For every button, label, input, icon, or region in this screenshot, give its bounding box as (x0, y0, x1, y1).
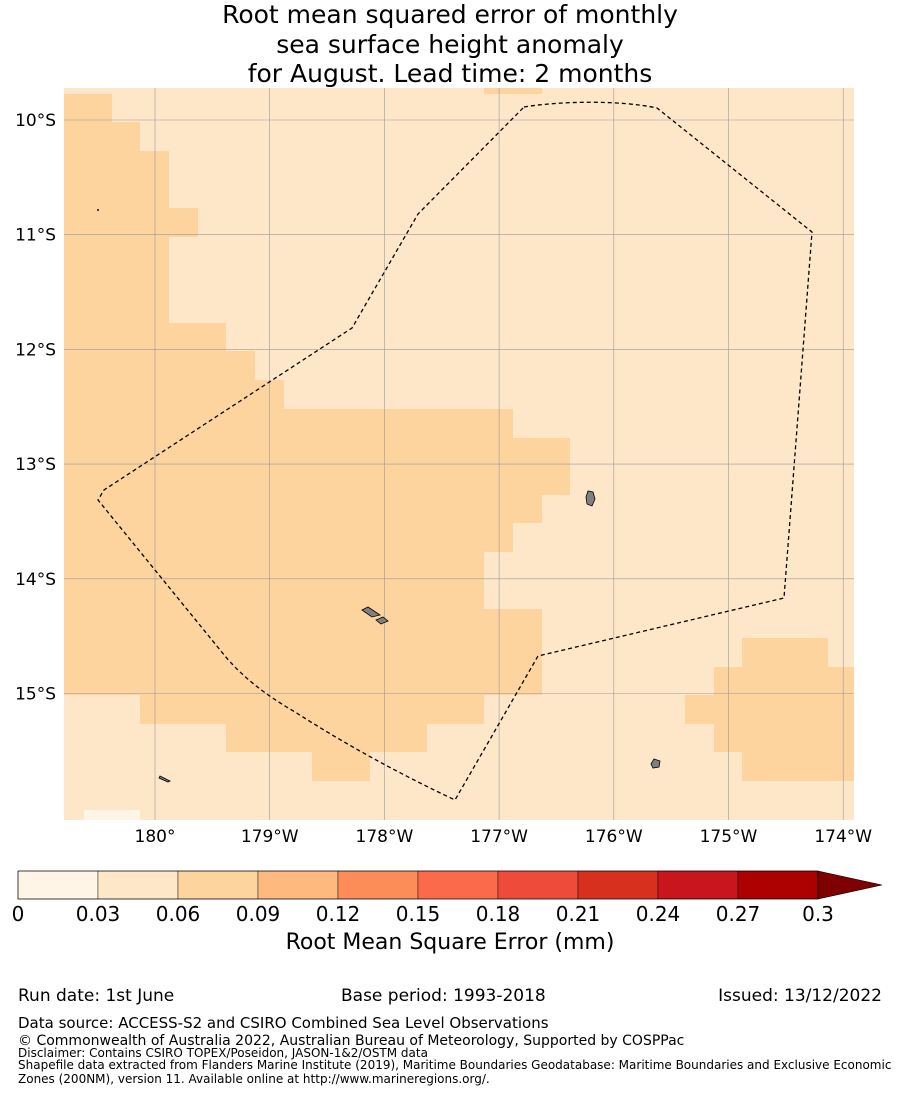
title-line-2: sea surface height anomaly (276, 29, 624, 59)
rmse-map: 180° 179°W 178°W 177°W 176°W 175°W 174°W 10°S1… (15, 88, 873, 847)
colorbar-extend-arrow (817, 870, 883, 900)
run-date: Run date: 1st June (18, 986, 175, 1006)
land-islet-central (375, 616, 389, 625)
field-band-0.06-0.09-north (484, 88, 542, 94)
field-band-0.06-0.09-southeast (685, 638, 854, 781)
colorbar-tick-label: 0.09 (236, 902, 281, 926)
colorbar-label: Root Mean Square Error (mm) (285, 930, 615, 955)
latitude-label: 12°S (15, 340, 56, 360)
latitude-labels: 10°S 11°S 12°S 13°S 14°S 15°S (15, 111, 56, 705)
issued-date: Issued: 13/12/2022 (718, 986, 882, 1006)
map-title: Root mean squared error of monthly sea s… (0, 0, 900, 89)
land-island-central (361, 606, 381, 618)
latitude-label: 14°S (15, 570, 56, 590)
colorbar-tick-labels: 0 0.03 0.06 0.09 0.12 0.15 0.18 0.21 0.24 0.27 0.3 (12, 902, 834, 926)
data-source: Data source: ACCESS-S2 and CSIRO Combine… (18, 1014, 549, 1032)
colorbar-tick-label: 0.3 (802, 902, 834, 926)
latitude-label: 13°S (15, 455, 56, 475)
colorbar-tick-label: 0.21 (556, 902, 601, 926)
shapefile-credit-line-1: Shapefile data extracted from Flanders M… (18, 1058, 892, 1072)
field-band-0-0.03 (84, 810, 140, 820)
colorbar-cell (417, 870, 499, 900)
colorbar-cell (577, 870, 659, 900)
colorbar-cell (497, 870, 579, 900)
field-band-0.06-0.09-west (64, 94, 570, 781)
title-line-1: Root mean squared error of monthly (222, 0, 678, 29)
colorbar: 0 0.03 0.06 0.09 0.12 0.15 0.18 0.21 0.24 0.27 0.3 (12, 870, 883, 926)
colorbar-tick-label: 0.06 (156, 902, 201, 926)
longitude-label: 174°W (814, 827, 872, 847)
eez-boundary-line (97, 101, 813, 801)
longitude-label: 175°W (700, 827, 758, 847)
copyright: © Commonwealth of Australia 2022, Austra… (18, 1033, 685, 1049)
colorbar-outline (17, 870, 819, 900)
colorbar-cell (337, 870, 419, 900)
colorbar-cell (257, 870, 339, 900)
colorbar-tick-label: 0.27 (716, 902, 761, 926)
colorbar-tick-label: 0 (12, 902, 25, 926)
land-island-southeast (650, 758, 661, 769)
shapefile-credit-line-2: Zones (200NM), version 11. Available onl… (18, 1072, 490, 1086)
colorbar-tick-label: 0.03 (76, 902, 121, 926)
colorbar-tick-label: 0.12 (316, 902, 361, 926)
land-masses (97, 209, 661, 783)
colorbar-tick-label: 0.18 (476, 902, 521, 926)
rmse-field (64, 88, 854, 820)
latitude-label: 10°S (15, 111, 56, 131)
land-island-northeast (585, 490, 596, 507)
longitude-labels: 180° 179°W 178°W 177°W 176°W 175°W 174°W (135, 827, 873, 847)
colorbar-cell (657, 870, 739, 900)
title-line-3: for August. Lead time: 2 months (247, 59, 653, 88)
longitude-label: 180° (135, 827, 176, 847)
longitude-label: 176°W (585, 827, 643, 847)
latitude-label: 15°S (15, 685, 56, 705)
colorbar-tick-label: 0.24 (636, 902, 681, 926)
longitude-label: 179°W (241, 827, 299, 847)
land-islet-northwest (97, 209, 99, 211)
colorbar-cell (97, 870, 179, 900)
colorbar-cell (17, 870, 99, 900)
land-islet-southwest (158, 775, 171, 783)
colorbar-cell (737, 870, 819, 900)
colorbar-tick-label: 0.15 (396, 902, 441, 926)
eez-boundary (97, 101, 813, 801)
base-period: Base period: 1993-2018 (341, 986, 546, 1006)
longitude-label: 177°W (470, 827, 528, 847)
colorbar-cells (17, 870, 819, 900)
latitude-label: 11°S (15, 226, 56, 246)
longitude-label: 178°W (356, 827, 414, 847)
colorbar-cell (177, 870, 259, 900)
disclaimer: Disclaimer: Contains CSIRO TOPEX/Poseido… (18, 1046, 428, 1060)
graticule (64, 88, 854, 820)
